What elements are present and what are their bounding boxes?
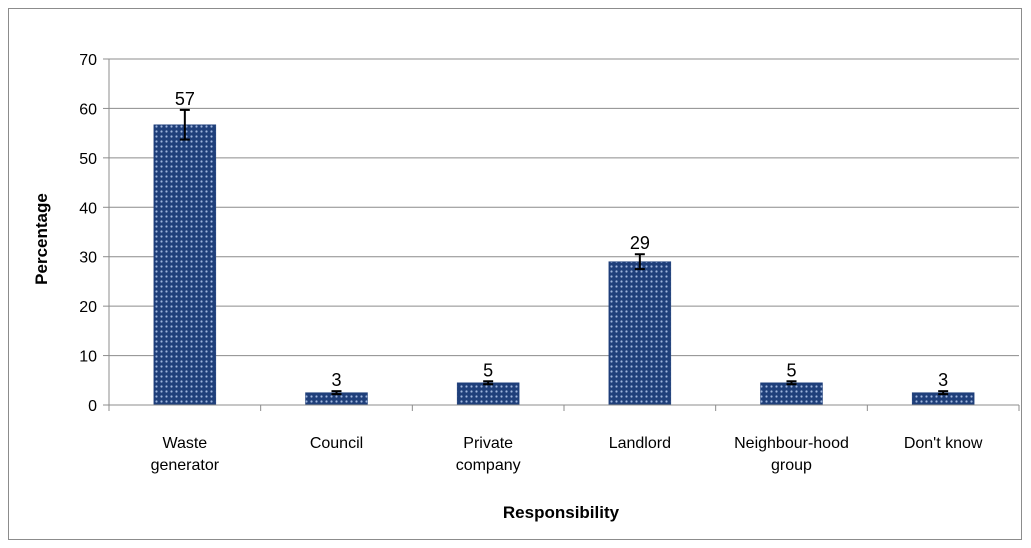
gridlines [109,58,1019,357]
chart-frame: 0 10 20 30 40 50 60 70 57 Waste generator 3 Council 5… [8,8,1022,540]
category-label-1: Council [310,435,363,452]
category-label-line: company [456,457,521,474]
data-label-3: 29 [630,233,650,253]
axes [103,58,1020,411]
data-label-4: 5 [786,360,796,380]
category-label-line: Council [310,435,363,452]
y-axis-title: Percentage [32,193,51,285]
category-label-line: generator [151,457,220,474]
y-tick-label-10: 10 [79,349,97,366]
category-label-2: Private company [456,435,521,474]
category-label-line: Neighbour-hood [734,435,849,452]
y-tick-label-30: 30 [79,250,97,267]
category-label-line: Landlord [609,435,671,452]
data-label-1: 3 [331,370,341,390]
y-tick-label-60: 60 [79,101,97,118]
bar-0 [153,124,217,406]
y-tick-label-40: 40 [79,200,97,217]
bar-chart: 0 10 20 30 40 50 60 70 57 Waste generator 3 Council 5… [32,52,1020,522]
bar-2 [456,382,520,406]
y-tick-label-0: 0 [88,398,97,415]
category-label-line: Private [463,435,513,452]
category-label-line: group [771,457,812,474]
category-label-4: Neighbour-hood group [734,435,849,474]
category-label-line: Don't know [904,435,983,452]
category-label-5: Don't know [904,435,983,452]
bars [153,108,975,406]
y-tick-label-20: 20 [79,299,97,316]
y-tick-label-70: 70 [79,52,97,69]
data-label-2: 5 [483,360,493,380]
x-axis-title: Responsibility [503,503,620,522]
bar-4 [760,382,823,406]
data-label-5: 3 [938,370,948,390]
y-tick-label-50: 50 [79,151,97,168]
category-label-line: Waste [162,435,207,452]
data-label-0: 57 [175,89,195,109]
bar-3 [608,261,672,406]
category-label-0: Waste generator [151,435,220,474]
category-label-3: Landlord [609,435,671,452]
labels: 0 10 20 30 40 50 60 70 57 Waste generator 3 Council 5… [79,52,983,474]
